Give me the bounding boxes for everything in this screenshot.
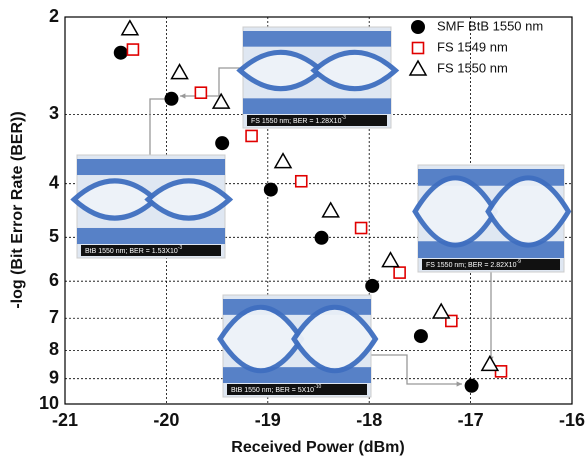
point: [323, 203, 339, 217]
legend-marker: [411, 20, 425, 34]
eye-rail: [243, 31, 391, 47]
point: [465, 379, 479, 393]
point: [382, 253, 398, 267]
x-tick-label: -20: [153, 410, 179, 430]
y-tick-label: 2: [49, 6, 59, 26]
y-axis-label: -log (Bit Error Rate (BER)): [9, 111, 26, 308]
point: [127, 44, 138, 55]
chart: Received Power (dBm) -log (Bit Error Rat…: [0, 0, 585, 462]
x-axis-label: Received Power (dBm): [231, 439, 404, 456]
point: [122, 21, 138, 35]
arrow: [150, 99, 171, 155]
y-tick-label: 5: [49, 226, 59, 246]
point: [264, 183, 278, 197]
y-tick-label: 9: [49, 367, 59, 387]
y-tick-label: 3: [49, 103, 59, 123]
y-tick-label: 8: [49, 339, 59, 359]
y-tick-label: 6: [49, 270, 59, 290]
arrow-head: [180, 93, 185, 98]
legend-label: FS 1550 nm: [437, 60, 508, 75]
eye-diagram-inset: BtB 1550 nm; BER = 5X10-10: [220, 295, 375, 397]
eye-rail: [77, 228, 225, 244]
legend-marker: [413, 43, 424, 54]
arrow-head: [457, 381, 462, 386]
caption-exponent: -10: [314, 384, 321, 390]
caption-text: BtB 1550 nm; BER = 1.53X10: [85, 248, 178, 255]
caption-exponent: -9: [516, 259, 521, 265]
arrow: [371, 355, 462, 384]
point: [172, 65, 188, 79]
eye-diagram-inset: FS 1550 nm; BER = 1.28X10-3: [240, 27, 395, 128]
x-tick-label: -18: [356, 410, 382, 430]
caption-text: FS 1550 nm; BER = 2.82X10: [426, 262, 517, 269]
point: [246, 130, 257, 141]
eye-rail: [243, 98, 391, 114]
caption-text: FS 1550 nm; BER = 1.28X10: [251, 118, 342, 125]
point: [275, 154, 291, 168]
eye-rail: [77, 159, 225, 175]
x-tick-label: -19: [255, 410, 281, 430]
legend-label: SMF BtB 1550 nm: [437, 18, 543, 33]
point: [296, 176, 307, 187]
point: [215, 136, 229, 150]
y-tick-label: 4: [49, 172, 59, 192]
point: [315, 231, 329, 245]
point: [195, 87, 206, 98]
legend-label: FS 1549 nm: [437, 39, 508, 54]
point: [482, 356, 498, 370]
point: [414, 329, 428, 343]
point: [365, 279, 379, 293]
point: [114, 46, 128, 60]
caption-exponent: -3: [341, 115, 346, 121]
point: [433, 304, 449, 318]
y-tick-label: 7: [49, 307, 59, 327]
point: [164, 92, 178, 106]
caption-exponent: -3: [178, 245, 183, 251]
x-tick-label: -21: [52, 410, 78, 430]
legend-marker: [410, 61, 426, 75]
eye-diagram-inset: BtB 1550 nm; BER = 1.53X10-3: [74, 155, 229, 258]
x-tick-label: -16: [559, 410, 585, 430]
arrow: [180, 68, 243, 96]
x-tick-label: -17: [458, 410, 484, 430]
point: [496, 366, 507, 377]
caption-text: BtB 1550 nm; BER = 5X10: [231, 387, 314, 394]
point: [356, 223, 367, 234]
eye-diagram-inset: FS 1550 nm; BER = 2.82X10-9: [415, 165, 568, 272]
point: [394, 267, 405, 278]
